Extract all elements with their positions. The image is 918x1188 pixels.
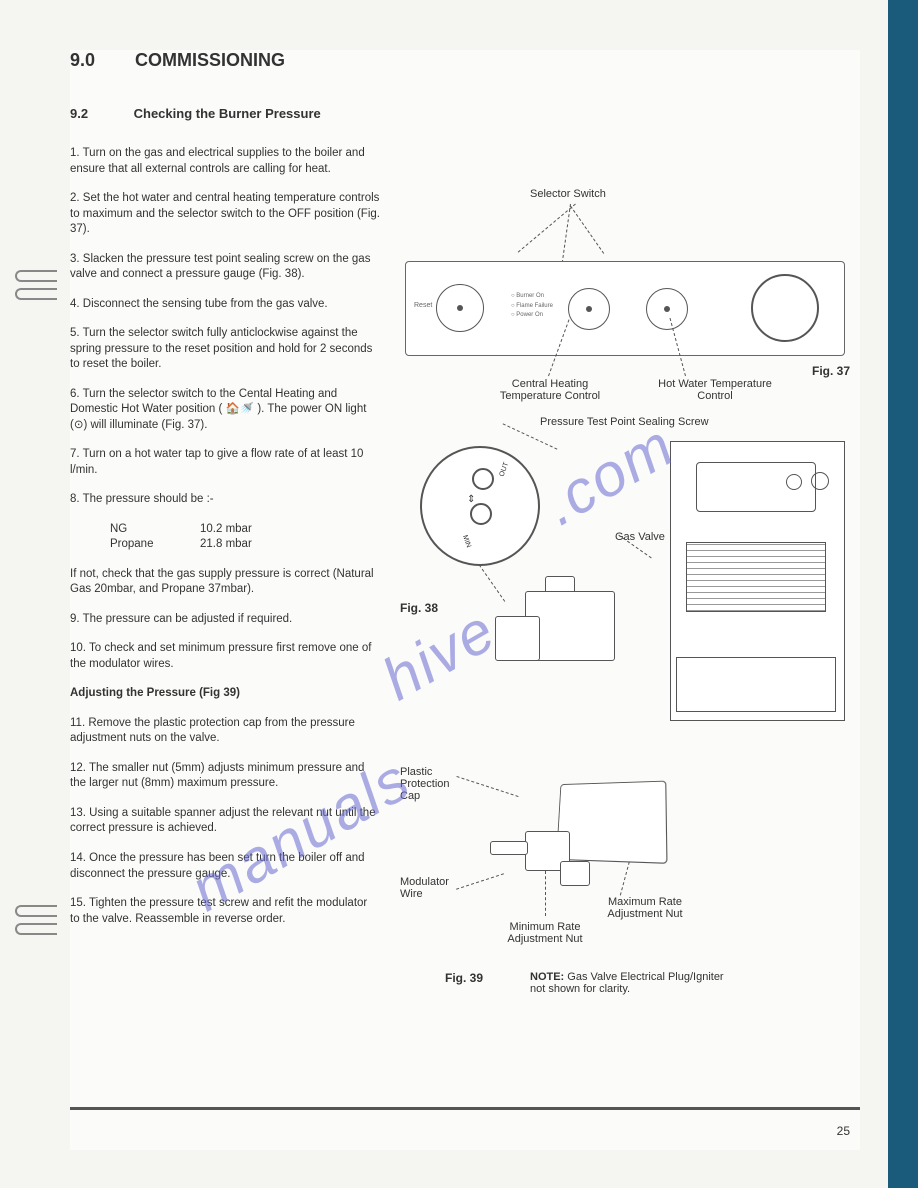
step-10: 10. To check and set minimum pressure fi… [70, 641, 380, 672]
screw-icon [472, 468, 494, 490]
adjustment-nut-icon [560, 861, 590, 886]
figure-note: NOTE: Gas Valve Electrical Plug/Igniter … [530, 971, 730, 995]
control-panel-diagram: Reset Burner On Flame Failure Power On [405, 261, 845, 356]
figure-37: Selector Switch Reset Burner On Flame Fa… [400, 146, 850, 406]
step-11: 11. Remove the plastic protection cap fr… [70, 716, 380, 747]
manual-page: 9.0 COMMISSIONING 9.2 Checking the Burne… [70, 50, 860, 1150]
step-4: 4. Disconnect the sensing tube from the … [70, 297, 380, 313]
gas-valve-diagram [495, 576, 645, 696]
footer-rule [70, 1107, 860, 1110]
page-number: 25 [837, 1124, 850, 1138]
adjusting-heading: Adjusting the Pressure (Fig 39) [70, 686, 380, 702]
pressure-test-point-label: Pressure Test Point Sealing Screw [540, 416, 709, 428]
figure-caption: Fig. 38 [400, 601, 438, 615]
text-column: 1. Turn on the gas and electrical suppli… [70, 146, 380, 1006]
screw-icon [470, 503, 492, 525]
spiral-binding-icon [15, 905, 60, 945]
subsection-number: 9.2 [70, 106, 130, 121]
figure-column: Selector Switch Reset Burner On Flame Fa… [400, 146, 850, 1006]
valve-body-icon [556, 781, 668, 864]
min-label: MIN [461, 534, 472, 548]
hw-control-label: Hot Water Temperature Control [645, 378, 785, 402]
step-14: 14. Once the pressure has been set turn … [70, 851, 380, 882]
manual-spine-bar [888, 0, 918, 1188]
protection-cap-label: Plastic Protection Cap [400, 766, 460, 802]
gas-value: 10.2 mbar [200, 522, 252, 538]
subsection-title: Checking the Burner Pressure [134, 106, 321, 121]
gas-value: 21.8 mbar [200, 537, 252, 553]
heat-exchanger-icon [686, 542, 826, 612]
boiler-base-icon [676, 657, 836, 712]
section-number: 9.0 [70, 50, 130, 71]
table-row: NG 10.2 mbar [110, 522, 380, 538]
min-rate-label: Minimum Rate Adjustment Nut [495, 921, 595, 945]
led-label: Burner On [511, 292, 553, 302]
modulator-wire-label: Modulator Wire [400, 876, 460, 900]
pressure-table: NG 10.2 mbar Propane 21.8 mbar [110, 522, 380, 553]
spiral-binding-icon [15, 270, 60, 310]
ch-dial-icon [568, 288, 610, 330]
section-title: COMMISSIONING [135, 50, 285, 70]
figure-38: Pressure Test Point Sealing Screw Gas Va… [400, 416, 850, 756]
section-heading: 9.0 COMMISSIONING [70, 50, 860, 71]
gas-type: NG [110, 522, 200, 538]
figure-39: Plastic Protection Cap Modulator Wire Mi… [400, 756, 850, 1006]
step-12: 12. The smaller nut (5mm) adjusts minimu… [70, 761, 380, 792]
arrow-icon: ⇕ [467, 494, 475, 505]
step-3: 3. Slacken the pressure test point seali… [70, 252, 380, 283]
ch-control-label: Central Heating Temperature Control [480, 378, 620, 402]
subsection-heading: 9.2 Checking the Burner Pressure [70, 106, 860, 121]
callout-line-icon [570, 206, 604, 254]
led-indicators: Burner On Flame Failure Power On [511, 292, 553, 321]
step-1: 1. Turn on the gas and electrical suppli… [70, 146, 380, 177]
selector-switch-label: Selector Switch [530, 188, 606, 200]
knob-icon [786, 474, 802, 490]
step-13: 13. Using a suitable spanner adjust the … [70, 806, 380, 837]
led-label: Flame Failure [511, 302, 553, 312]
selector-dial-icon [436, 284, 484, 332]
plug-icon [490, 841, 528, 855]
pressure-gauge-icon [751, 274, 819, 342]
step-6: 6. Turn the selector switch to the Centa… [70, 387, 380, 434]
led-label: Power On [511, 311, 553, 321]
figure-caption: Fig. 37 [812, 364, 850, 378]
knob-icon [811, 472, 829, 490]
valve-adjustment-diagram [500, 776, 680, 886]
step-15: 15. Tighten the pressure test screw and … [70, 896, 380, 927]
detail-circle-icon: OUT ⇕ MIN [420, 446, 540, 566]
valve-part-icon [495, 616, 540, 661]
step-5: 5. Turn the selector switch fully anticl… [70, 326, 380, 373]
out-label: OUT [499, 461, 511, 477]
figure-caption: Fig. 39 [445, 971, 483, 985]
reset-label: Reset [414, 302, 432, 309]
hw-dial-icon [646, 288, 688, 330]
note-prefix: NOTE: [530, 971, 564, 983]
step-2: 2. Set the hot water and central heating… [70, 191, 380, 238]
table-row: Propane 21.8 mbar [110, 537, 380, 553]
step-8-note: If not, check that the gas supply pressu… [70, 567, 380, 598]
gas-type: Propane [110, 537, 200, 553]
step-8: 8. The pressure should be :- [70, 492, 380, 508]
callout-line-icon [456, 873, 504, 889]
max-rate-label: Maximum Rate Adjustment Nut [595, 896, 695, 920]
boiler-diagram [670, 441, 845, 721]
step-7: 7. Turn on a hot water tap to give a flo… [70, 447, 380, 478]
step-9: 9. The pressure can be adjusted if requi… [70, 612, 380, 628]
